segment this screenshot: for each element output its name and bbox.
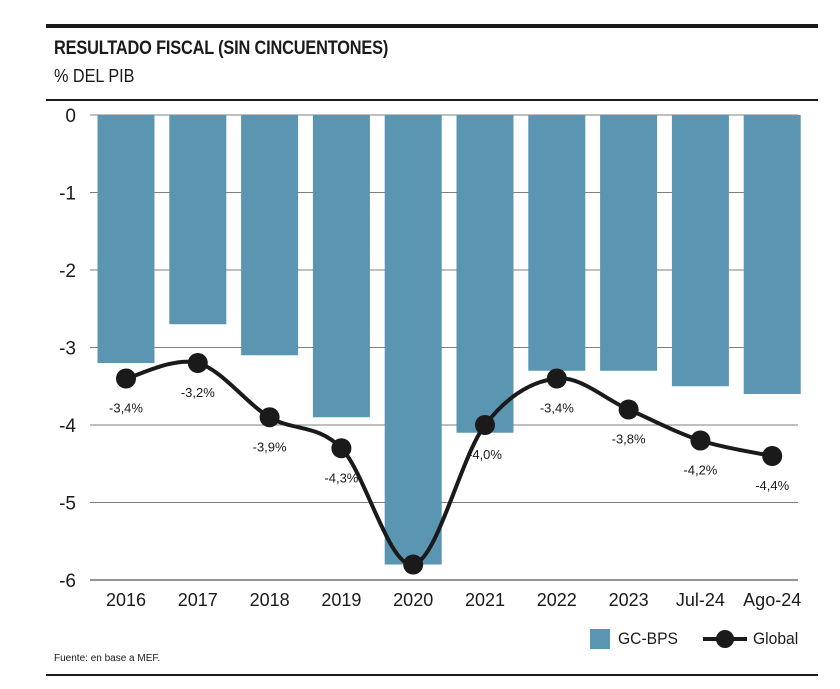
x-tick-label: 2022	[537, 590, 577, 610]
y-tick-label: 0	[65, 106, 76, 127]
bar	[456, 115, 514, 433]
global-point	[187, 353, 208, 373]
x-tick-label: 2016	[106, 590, 146, 610]
y-tick-label: -1	[59, 184, 76, 205]
x-tick-label: 2018	[250, 590, 290, 610]
global-point	[331, 438, 352, 459]
chart-title: RESULTADO FISCAL (SIN CINCUENTONES)	[54, 38, 389, 59]
global-data-label: -3,8%	[612, 432, 646, 447]
x-tick-label: 2019	[321, 590, 361, 610]
global-data-label: -4,2%	[683, 463, 717, 478]
x-tick-label: 2023	[609, 590, 649, 610]
global-data-label: -3,2%	[181, 385, 215, 400]
global-data-label: -4,3%	[324, 470, 358, 485]
legend-line-marker-icon	[703, 630, 748, 648]
global-point	[690, 430, 711, 451]
x-tick-label: 2020	[393, 590, 433, 610]
chart-subtitle: % DEL PIB	[54, 66, 135, 86]
top-rule	[46, 24, 818, 28]
legend-swatch-gc-bps	[590, 629, 610, 649]
bar	[169, 115, 227, 325]
header-rule	[46, 99, 818, 101]
global-point	[116, 368, 136, 389]
global-point	[546, 368, 567, 389]
bar	[671, 115, 729, 387]
bar	[312, 115, 370, 418]
global-point	[403, 554, 424, 575]
bar	[97, 115, 155, 363]
y-tick-label: -6	[59, 571, 76, 592]
global-point	[618, 399, 639, 420]
x-tick-label: 2021	[465, 590, 505, 610]
bar	[743, 115, 801, 394]
global-data-label: -4,4%	[755, 478, 789, 493]
bar	[384, 115, 442, 565]
global-line	[125, 359, 773, 567]
x-tick-label: Jul-24	[676, 590, 725, 610]
bar	[241, 115, 299, 356]
source-note: Fuente: en base a MEF.	[54, 653, 161, 664]
y-tick-label: -4	[59, 416, 76, 437]
bar	[600, 115, 658, 371]
bottom-rule	[46, 674, 818, 676]
y-tick-label: -3	[59, 339, 76, 360]
y-tick-label: -2	[59, 261, 76, 282]
x-tick-label: Ago-24	[743, 590, 801, 610]
global-point	[475, 415, 495, 435]
global-data-label: -3,4%	[109, 401, 143, 416]
bar	[528, 115, 586, 371]
global-data-label: -3,9%	[253, 439, 287, 454]
global-point	[762, 446, 783, 466]
legend: GC-BPS Global	[590, 628, 820, 650]
global-data-label: -4,0%	[468, 447, 502, 462]
legend-label-gc-bps: GC-BPS	[618, 629, 678, 648]
global-data-label: -3,4%	[540, 401, 574, 416]
legend-label-global: Global	[753, 629, 799, 648]
y-tick-label: -5	[59, 494, 76, 515]
global-point	[259, 407, 280, 428]
x-tick-label: 2017	[178, 590, 218, 610]
